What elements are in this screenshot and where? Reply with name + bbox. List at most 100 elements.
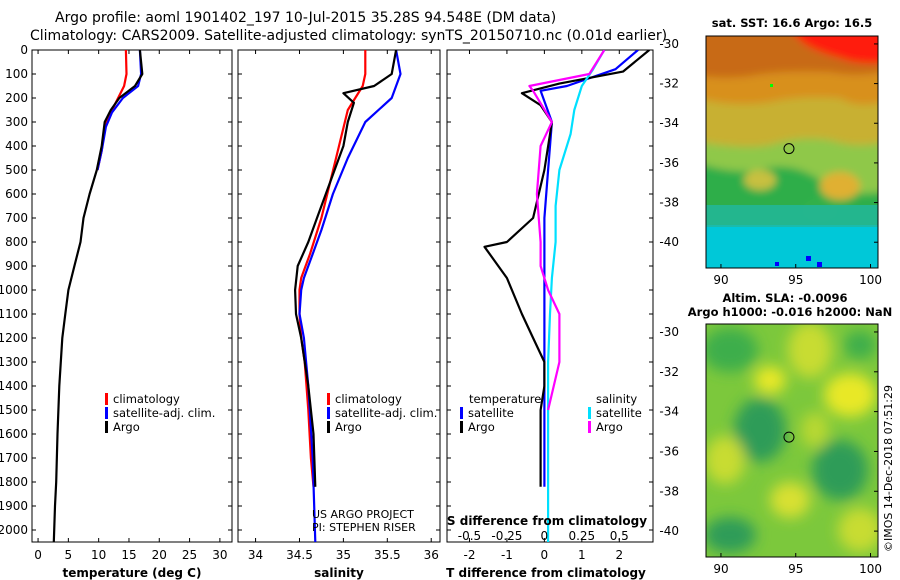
salinity-panel: 34 34.5 35 35.5 36 salinity climatology sate… (237, 49, 441, 580)
argo-location-marker (783, 431, 795, 443)
difference-plot-frame (446, 49, 654, 543)
sla-map-image (706, 324, 878, 557)
sst-map-image (706, 36, 878, 268)
depth-axis-labels: 0 100 200 300 400 500 600 700 800 900 1000 1100 1200… (0, 43, 653, 537)
series-line-salinity-argo (528, 50, 606, 411)
depth-tick-label: 300 (5, 115, 28, 129)
sla-map-title-1: Altim. SLA: -0.0096 (722, 291, 847, 305)
legend-label-satellite: satellite-adj. clim. (335, 406, 437, 420)
legend-title-salinity: salinity (596, 392, 637, 406)
legend-label-argo: Argo (335, 420, 362, 434)
legend-label-sal-satellite: satellite (596, 406, 642, 420)
map-x-tick-label: 95 (788, 273, 803, 287)
depth-tick-label: 1600 (0, 427, 28, 441)
depth-tick-label: 1100 (0, 307, 28, 321)
x-tick-label: 10 (91, 548, 106, 562)
pi-annotation: PI: STEPHEN RISER (312, 521, 416, 534)
salinity-plot-frame (237, 49, 441, 543)
legend-swatch-sal-argo (588, 421, 591, 433)
sst-map-panel: sat. SST: 16.6 Argo: 16.5 90 95 1 (659, 16, 882, 287)
top-x-tick-label: -0.5 (458, 529, 481, 543)
x-tick-label: 0 (34, 548, 42, 562)
depth-tick-label: 1200 (0, 331, 28, 345)
x-tick-label: 15 (121, 548, 136, 562)
map-y-tick-label: -34 (659, 405, 679, 419)
legend-swatch-climatology (327, 393, 330, 405)
depth-tick-label: 1500 (0, 403, 28, 417)
sla-map-panel: Altim. SLA: -0.0096 Argo h1000: -0.016 h… (659, 291, 892, 576)
x-tick-label: 34.5 (286, 548, 313, 562)
depth-tick-label: 200 (5, 91, 28, 105)
difference-legend-right: salinity satellite Argo (588, 392, 642, 434)
map-y-tick-label: -30 (659, 37, 679, 51)
map-y-tick-label: -38 (659, 484, 679, 498)
x-tick-label: 36 (424, 548, 439, 562)
top-x-tick-label: 0 (541, 529, 549, 543)
series-line-satellite-adj-clim- (96, 50, 143, 171)
map-y-tick-label: -34 (659, 116, 679, 130)
x-tick-label: -1 (501, 548, 513, 562)
legend-label-temp-satellite: satellite (468, 406, 514, 420)
sst-map-title: sat. SST: 16.6 Argo: 16.5 (712, 16, 872, 30)
legend-title-temperature: temperature (469, 392, 541, 406)
depth-tick-label: 700 (5, 211, 28, 225)
series-line-argo (52, 50, 144, 542)
depth-tick-label: 600 (5, 187, 28, 201)
x-tick-label: 30 (212, 548, 227, 562)
x-tick-label: 34 (248, 548, 263, 562)
legend-label-argo: Argo (113, 420, 140, 434)
map-y-tick-label: -36 (659, 444, 679, 458)
map-x-tick-label: 100 (859, 562, 882, 576)
x-tick-label: 5 (65, 548, 73, 562)
map-x-tick-label: 90 (713, 273, 728, 287)
map-x-tick-label: 95 (788, 562, 803, 576)
legend-swatch-climatology (105, 393, 108, 405)
map-x-tick-label: 100 (859, 273, 882, 287)
argo-location-marker (783, 143, 795, 155)
temperature-panel: 0 5 10 15 20 25 30 temperature (deg C) climato… (31, 49, 233, 580)
series-line-argo (294, 50, 398, 487)
legend-label-sal-argo: Argo (596, 420, 623, 434)
series-line-temperature-satellite (539, 50, 639, 487)
depth-tick-label: 800 (5, 235, 28, 249)
legend-swatch-sal-satellite (588, 407, 591, 419)
map-y-tick-label: -40 (659, 524, 679, 538)
map-y-tick-label: -32 (659, 365, 679, 379)
difference-panel: -2 -1 0 1 2 S difference from climatology -0… (446, 49, 654, 580)
depth-tick-label: 500 (5, 163, 28, 177)
x-tick-label: 20 (152, 548, 167, 562)
legend-swatch-temp-argo (460, 421, 463, 433)
depth-tick-label: 100 (5, 67, 28, 81)
salinity-xlabel: salinity (314, 566, 364, 580)
legend-label-satellite: satellite-adj. clim. (113, 406, 215, 420)
map-y-tick-label: -30 (659, 325, 679, 339)
top-x-tick-label: -0.25 (491, 529, 522, 543)
sst-map-frame (705, 35, 879, 269)
sla-map-frame (705, 323, 879, 558)
map-y-tick-label: -38 (659, 196, 679, 210)
top-x-tick-label: 0.25 (568, 529, 595, 543)
sla-map-title-2: Argo h1000: -0.016 h2000: NaN (688, 305, 892, 319)
x-tick-label: 0 (541, 548, 549, 562)
difference-legend-left: temperature satellite Argo (460, 392, 541, 434)
title-line-1: Argo profile: aoml 1901402_197 10-Jul-20… (55, 10, 556, 26)
depth-tick-label: 1700 (0, 451, 28, 465)
legend-swatch-temp-satellite (460, 407, 463, 419)
x-tick-label: 2 (615, 548, 623, 562)
temperature-legend: climatology satellite-adj. clim. Argo (105, 392, 215, 434)
map-y-tick-label: -40 (659, 235, 679, 249)
title-line-2: Climatology: CARS2009. Satellite-adjuste… (30, 28, 667, 44)
salinity-legend: climatology satellite-adj. clim. Argo (327, 392, 437, 434)
map-y-tick-label: -36 (659, 156, 679, 170)
depth-tick-label: 2000 (0, 523, 28, 537)
copyright-footer: ©IMOS 14-Dec-2018 07:51:29 (882, 385, 895, 552)
top-x-tick-label: 0.5 (610, 529, 629, 543)
legend-swatch-argo (105, 421, 108, 433)
x-tick-label: 25 (182, 548, 197, 562)
legend-label-climatology: climatology (335, 392, 402, 406)
depth-tick-label: 0 (20, 43, 28, 57)
x-tick-label: -2 (463, 548, 475, 562)
project-annotation: US ARGO PROJECT (312, 508, 414, 521)
series-line-temperature-argo (483, 50, 650, 487)
x-tick-label: 1 (578, 548, 586, 562)
